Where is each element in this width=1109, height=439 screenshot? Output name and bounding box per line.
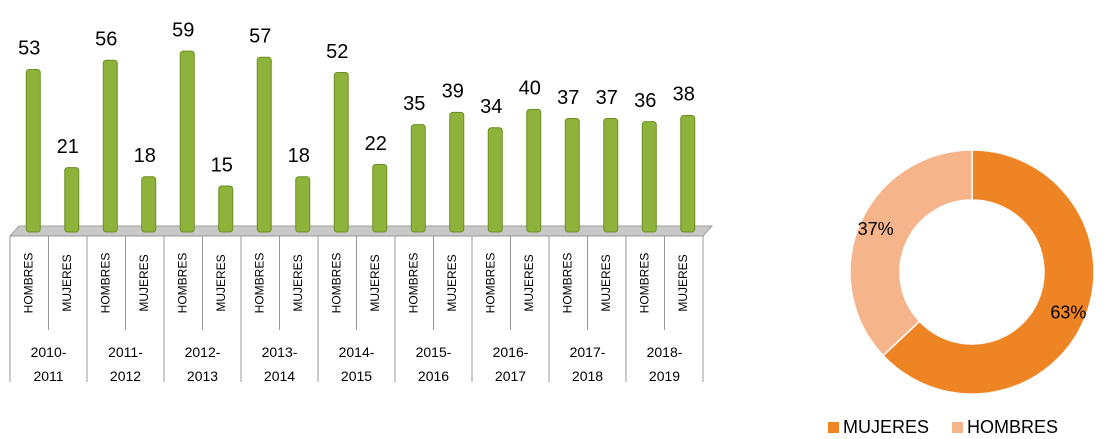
bar (64, 167, 80, 233)
category-label: HOMBRES (21, 253, 35, 314)
bar (526, 108, 542, 233)
category-label: HOMBRES (560, 253, 574, 314)
category-label: MUJERES (60, 254, 74, 311)
bar (487, 127, 503, 233)
group-label: 2013-2014 (261, 344, 298, 384)
category-label: MUJERES (291, 254, 305, 311)
bar (25, 68, 41, 233)
category-label: MUJERES (214, 254, 228, 311)
data-label: 36 (634, 90, 656, 112)
category-label: MUJERES (368, 254, 382, 311)
bar (410, 124, 426, 233)
category-label: MUJERES (445, 254, 459, 311)
group-label: 2017-2018 (569, 344, 606, 384)
data-label: 39 (442, 81, 464, 103)
bar (295, 176, 311, 233)
data-label: 59 (172, 19, 194, 41)
bar (564, 118, 580, 233)
category-label: HOMBRES (98, 253, 112, 314)
category-label: MUJERES (599, 254, 613, 311)
slice-label: 63% (1050, 302, 1086, 322)
slice (882, 149, 1095, 395)
category-label: HOMBRES (252, 253, 266, 314)
slice-label: 37% (858, 219, 894, 239)
legend-label: MUJERES (843, 417, 929, 437)
group-label: 2015-2016 (415, 344, 452, 384)
bar (603, 118, 619, 233)
category-label: HOMBRES (175, 253, 189, 314)
bar (179, 50, 195, 233)
data-label: 57 (249, 25, 271, 47)
data-label: 15 (211, 154, 233, 176)
group-label: 2010-2011 (30, 344, 67, 384)
data-label: 34 (480, 96, 502, 118)
bar (372, 164, 388, 233)
data-label: 56 (95, 29, 117, 51)
category-label: MUJERES (522, 254, 536, 311)
bar (218, 185, 234, 233)
group-label: 2016-2017 (492, 344, 529, 384)
data-label: 21 (57, 136, 79, 158)
category-label: HOMBRES (406, 253, 420, 314)
data-label: 52 (326, 41, 348, 63)
legend-swatch (952, 422, 964, 433)
data-label: 18 (134, 145, 156, 167)
bar (641, 121, 657, 233)
bar (680, 114, 696, 233)
data-label: 18 (288, 145, 310, 167)
slice (849, 149, 973, 357)
group-label: 2018-2019 (646, 344, 683, 384)
category-label: HOMBRES (329, 253, 343, 314)
data-label: 37 (596, 87, 618, 109)
group-label: 2012-2013 (184, 344, 221, 384)
category-label: HOMBRES (483, 253, 497, 314)
data-label: 35 (403, 93, 425, 115)
category-label: MUJERES (676, 254, 690, 311)
legend-swatch (828, 422, 839, 433)
legend-label: HOMBRES (967, 417, 1058, 437)
data-label: 40 (519, 78, 541, 100)
data-label: 53 (18, 38, 40, 60)
data-label: 22 (365, 133, 387, 155)
group-label: 2014-2015 (338, 344, 375, 384)
data-label: 37 (557, 87, 579, 109)
bar (333, 72, 349, 233)
category-label: MUJERES (137, 254, 151, 311)
bar (256, 56, 272, 233)
group-label: 2011-2012 (108, 344, 143, 384)
data-label: 38 (673, 84, 695, 106)
bar (102, 59, 118, 233)
category-label: HOMBRES (637, 253, 651, 314)
bar (141, 176, 157, 233)
bar (449, 111, 465, 233)
